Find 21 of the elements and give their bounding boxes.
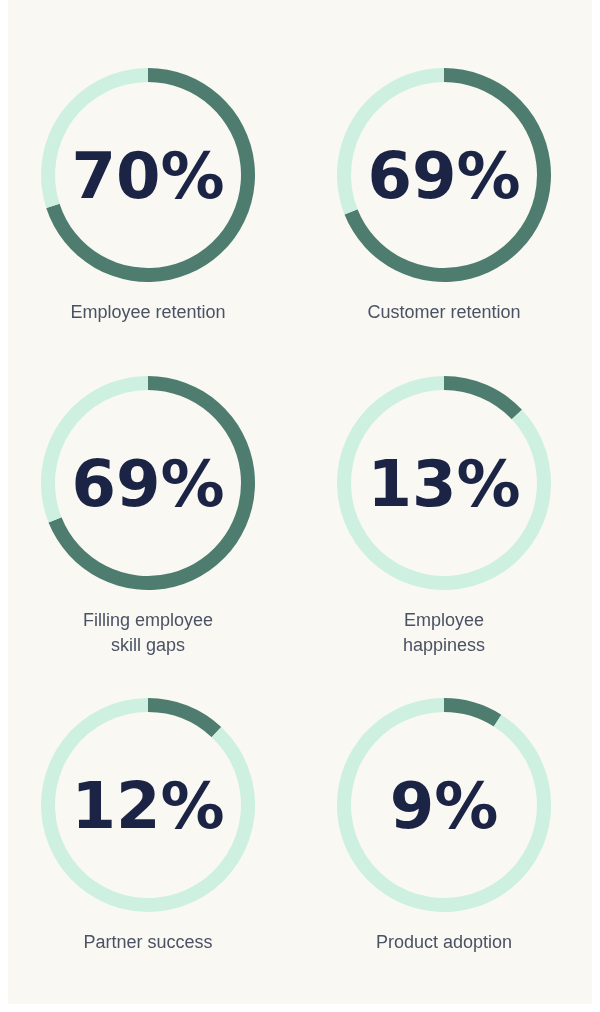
- donut-slice: [444, 698, 502, 727]
- text: Filling employee skill gaps: [82, 610, 214, 655]
- donut-slice: [148, 698, 222, 738]
- text: Partner success: [83, 932, 213, 952]
- text: 12%: [71, 769, 225, 844]
- text: Customer retention: [367, 302, 521, 322]
- text: 9%: [389, 769, 499, 844]
- donut-slice: [344, 68, 551, 282]
- text: 70%: [71, 139, 225, 214]
- text: 69%: [71, 447, 225, 522]
- text: 69%: [367, 139, 521, 214]
- text: Employee retention: [70, 302, 226, 322]
- donut-slice: [48, 376, 255, 590]
- donut-slice: [444, 376, 522, 420]
- text: Employee happiness: [402, 610, 486, 655]
- donut-slice: [41, 698, 255, 912]
- donut-slice: [337, 698, 551, 912]
- text: 13%: [367, 447, 521, 522]
- donut-slice: [46, 68, 255, 282]
- text: Product adoption: [375, 932, 513, 952]
- donut-slice: [337, 376, 551, 590]
